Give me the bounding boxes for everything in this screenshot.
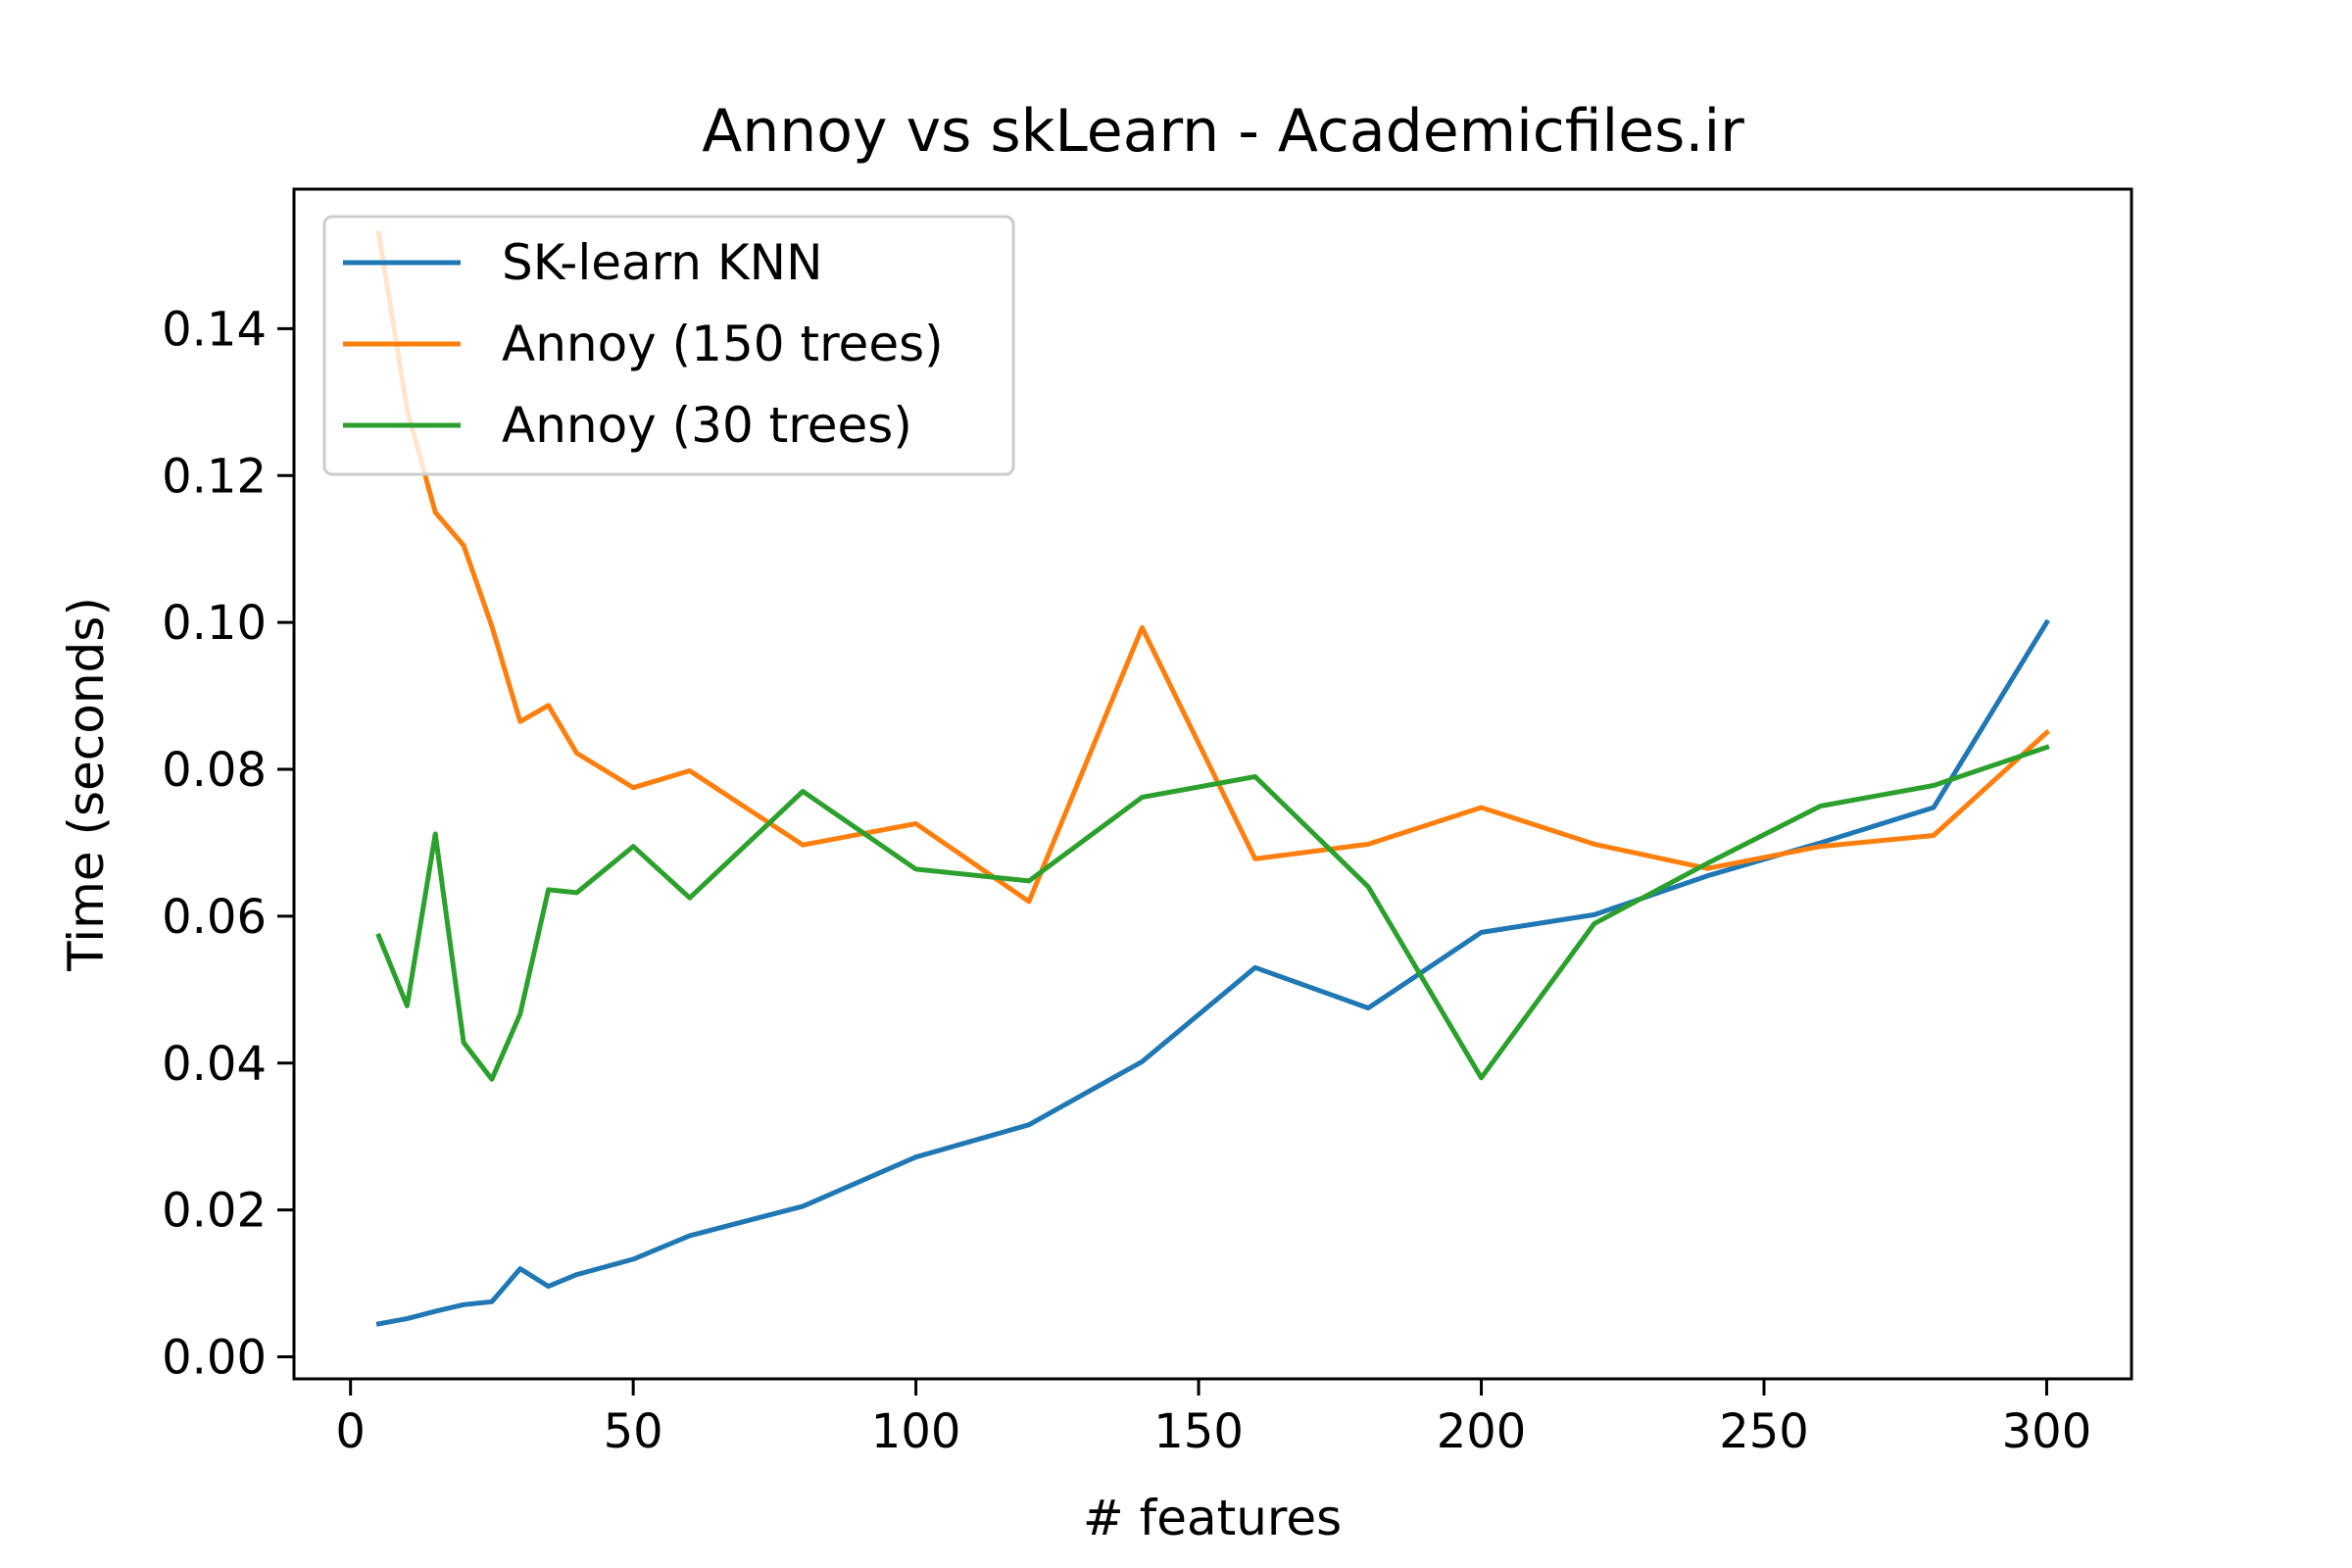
y-axis-label: Time (seconds) (58, 597, 115, 972)
x-tick-label: 150 (1153, 1404, 1244, 1459)
x-tick-label: 50 (604, 1404, 663, 1459)
legend-box (322, 215, 1015, 476)
plot-frame (292, 187, 2133, 1381)
x-tick-label: 100 (871, 1404, 961, 1459)
legend-label: SK-learn KNN (502, 234, 822, 291)
series-line-2 (375, 230, 2051, 905)
x-tick-label: 300 (2002, 1404, 2092, 1459)
x-axis-ticks: 0 50 100 150 200 250 300 (335, 1379, 2091, 1459)
legend-label: Annoy (30 trees) (502, 397, 912, 454)
x-tick-label: 0 (335, 1404, 366, 1459)
y-tick-label: 0.04 (162, 1037, 267, 1092)
chart-title: Annoy vs skLearn - Academicfiles.ir (702, 97, 1744, 166)
y-tick-label: 0.00 (162, 1331, 267, 1386)
x-axis-label: # features (1083, 1490, 1342, 1546)
legend: SK-learn KNN Annoy (150 trees) Annoy (30 t… (322, 215, 1015, 476)
legend-items: SK-learn KNN Annoy (150 trees) Annoy (30 t… (343, 234, 944, 454)
legend-label: Annoy (150 trees) (502, 316, 944, 372)
y-tick-label: 0.08 (162, 743, 267, 798)
y-axis-ticks: 0.00 0.02 0.04 0.06 0.08 0.10 0.12 0.14 (162, 302, 294, 1386)
x-tick-label: 250 (1719, 1404, 1809, 1459)
y-tick-label: 0.12 (162, 449, 267, 504)
plot-lines (375, 230, 2051, 1327)
y-tick-label: 0.14 (162, 302, 267, 357)
x-tick-label: 200 (1437, 1404, 1527, 1459)
y-tick-label: 0.10 (162, 596, 267, 651)
series-line-3 (375, 744, 2050, 1082)
y-tick-label: 0.02 (162, 1184, 267, 1239)
y-tick-label: 0.06 (162, 890, 267, 945)
